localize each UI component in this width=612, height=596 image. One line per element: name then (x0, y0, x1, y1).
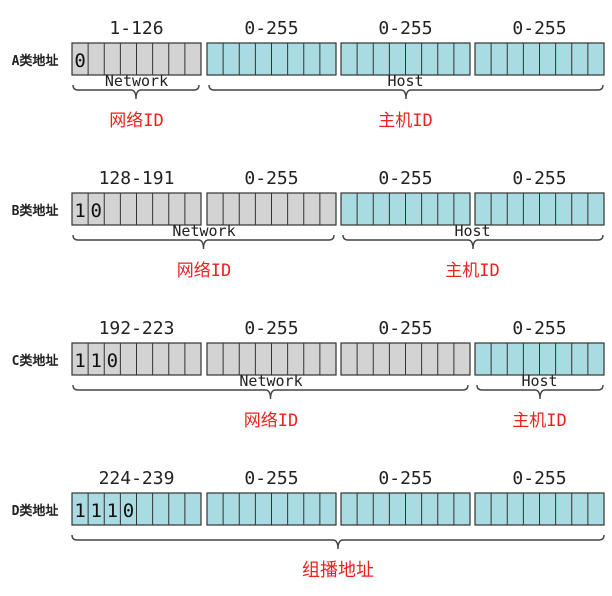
multicast-label: 组播地址 (302, 560, 374, 581)
class-label: B类地址 (12, 203, 59, 219)
byte-range-label: 0-255 (512, 468, 566, 489)
byte-range-label: 0-255 (512, 168, 566, 189)
leading-bit: 0 (74, 50, 85, 72)
byte-range-label: 1-126 (109, 18, 163, 39)
leading-bit: 0 (90, 200, 101, 222)
leading-bit: 0 (107, 350, 118, 372)
host-id-label: 主机ID (445, 261, 499, 281)
byte-range-label: 0-255 (244, 18, 298, 39)
host-caption: Host (387, 72, 423, 90)
host-caption: Host (521, 372, 557, 390)
leading-bit: 0 (123, 500, 134, 522)
network-brace (72, 84, 200, 100)
network-caption: Network (172, 222, 235, 240)
leading-bit: 1 (74, 500, 85, 522)
byte-range-label: 0-255 (244, 468, 298, 489)
class-label: D类地址 (12, 503, 59, 519)
host-brace (476, 384, 604, 400)
leading-bit: 1 (107, 500, 118, 522)
host-brace (208, 84, 604, 100)
byte-range-label: 0-255 (512, 318, 566, 339)
network-caption: Network (105, 72, 168, 90)
byte-range-label: 0-255 (512, 18, 566, 39)
host-id-label: 主机ID (512, 411, 566, 431)
leading-bit: 1 (90, 500, 101, 522)
network-id-label: 网络ID (109, 111, 163, 131)
network-brace (72, 384, 469, 400)
byte-range-label: 0-255 (378, 468, 432, 489)
leading-bit: 1 (90, 350, 101, 372)
byte-range-label: 0-255 (244, 168, 298, 189)
byte-range-label: 128-191 (99, 168, 175, 189)
network-id-label: 网络ID (244, 411, 298, 431)
host-id-label: 主机ID (378, 111, 432, 131)
class-label: A类地址 (12, 53, 59, 69)
byte-range-label: 224-239 (99, 468, 175, 489)
class-label: C类地址 (12, 353, 59, 369)
host-brace (342, 234, 604, 250)
network-caption: Network (239, 372, 302, 390)
network-brace (72, 234, 335, 250)
byte-range-label: 0-255 (378, 168, 432, 189)
network-id-label: 网络ID (177, 261, 231, 281)
multicast-brace (71, 534, 605, 550)
host-caption: Host (454, 222, 490, 240)
leading-bit: 1 (74, 350, 85, 372)
byte-range-label: 192-223 (99, 318, 175, 339)
leading-bit: 1 (74, 200, 85, 222)
byte-range-label: 0-255 (378, 318, 432, 339)
byte-range-label: 0-255 (378, 18, 432, 39)
byte-range-label: 0-255 (244, 318, 298, 339)
